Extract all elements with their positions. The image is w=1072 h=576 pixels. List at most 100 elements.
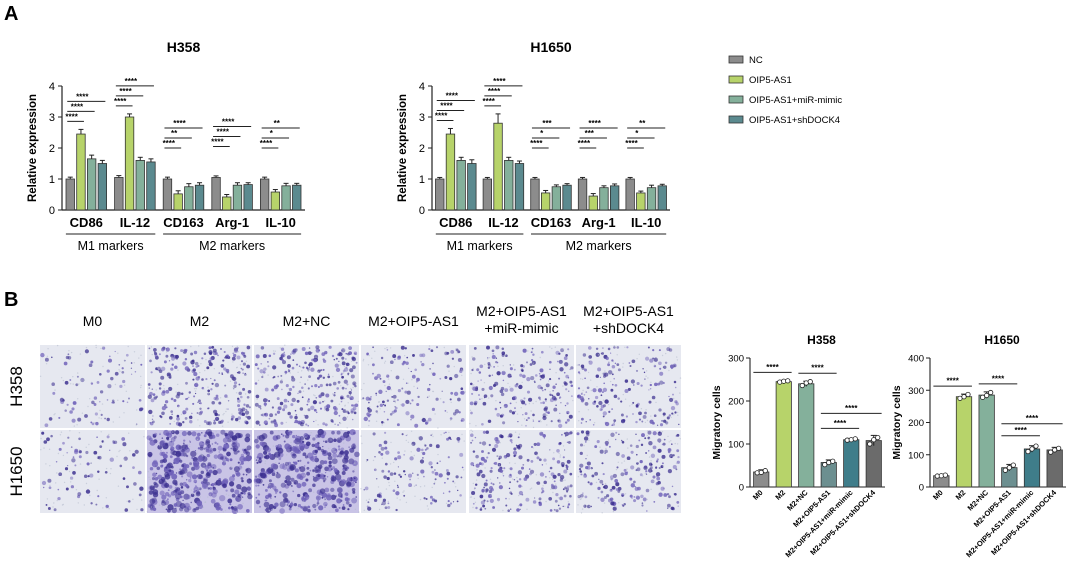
stained-cell [604, 449, 608, 454]
membrane-pore [342, 475, 345, 477]
membrane-pore [448, 431, 450, 434]
stained-cell [626, 471, 629, 474]
membrane-pore [539, 419, 542, 422]
stained-cell [317, 428, 324, 436]
stained-cell [633, 499, 637, 503]
stained-cell [198, 441, 205, 447]
stained-cell [600, 404, 605, 409]
stained-cell [325, 393, 330, 398]
significance-label: * [635, 129, 639, 138]
stained-cell [203, 447, 206, 450]
stained-cell [188, 415, 193, 420]
stained-cell [444, 351, 448, 356]
stained-cell [312, 483, 316, 488]
stained-cell [472, 386, 477, 391]
stained-cell [314, 508, 317, 511]
stained-cell [70, 485, 75, 489]
stained-cell [271, 472, 276, 477]
stained-cell [110, 376, 114, 381]
membrane-pore [514, 462, 516, 465]
stained-cell [69, 379, 72, 381]
stained-cell [475, 463, 480, 468]
stained-cell [508, 487, 511, 490]
stained-cell [195, 436, 201, 441]
stained-cell [232, 474, 236, 478]
stained-cell [272, 376, 274, 379]
stained-cell [167, 504, 174, 511]
membrane-pore [333, 437, 336, 439]
stained-cell [341, 479, 346, 484]
stained-cell [179, 469, 185, 475]
stained-cell [194, 449, 197, 452]
stained-cell [673, 380, 677, 384]
stained-cell [427, 387, 431, 392]
stained-cell [246, 478, 252, 484]
stained-cell [41, 431, 45, 435]
significance-label: **** [811, 364, 824, 373]
membrane-pore [412, 443, 414, 446]
stained-cell [339, 450, 345, 455]
stained-cell [213, 421, 217, 425]
stained-cell [191, 431, 197, 437]
stained-cell [310, 351, 313, 354]
membrane-pore [289, 372, 291, 374]
membrane-pore [390, 370, 392, 372]
stained-cell [631, 359, 636, 364]
membrane-pore [644, 421, 647, 424]
stained-cell [138, 470, 142, 475]
stained-cell [314, 443, 320, 449]
stained-cell [667, 450, 671, 454]
membrane-pore [239, 364, 242, 366]
stained-cell [40, 352, 45, 358]
significance-label: **** [1026, 414, 1039, 423]
stained-cell [618, 433, 620, 435]
membrane-pore [69, 430, 71, 432]
stained-cell [232, 352, 235, 355]
membrane-pore [471, 432, 473, 435]
membrane-pore [502, 473, 504, 475]
stained-cell [213, 419, 216, 422]
stained-cell [337, 488, 343, 494]
stained-cell [542, 433, 546, 438]
membrane-pore [126, 500, 128, 502]
membrane-pore [295, 510, 297, 512]
membrane-pore [190, 489, 192, 491]
stained-cell [186, 479, 188, 481]
stained-cell [530, 358, 534, 362]
stained-cell [362, 397, 365, 400]
stained-cell [492, 352, 495, 355]
membrane-pore [679, 377, 682, 379]
stained-cell [662, 366, 665, 368]
membrane-pore [432, 435, 434, 438]
membrane-pore [469, 422, 471, 425]
stained-cell [348, 391, 352, 395]
stained-cell [604, 421, 610, 427]
bar-cd86-nc [435, 178, 445, 211]
membrane-pore [194, 390, 197, 392]
membrane-pore [545, 500, 547, 503]
stained-cell [630, 379, 636, 384]
stained-cell [41, 480, 47, 486]
stained-cell [541, 487, 544, 491]
membrane-pore [504, 456, 506, 459]
stained-cell [236, 483, 242, 490]
membrane-pore [489, 478, 492, 480]
stained-cell [649, 419, 654, 424]
bar-cd163-nc [162, 178, 173, 211]
stained-cell [323, 460, 328, 465]
stained-cell [553, 485, 558, 490]
stained-cell [446, 437, 450, 441]
stained-cell [457, 440, 460, 443]
stained-cell [215, 433, 220, 437]
stained-cell [597, 388, 603, 393]
stained-cell [540, 350, 544, 354]
membrane-pore [516, 476, 518, 479]
stained-cell [494, 381, 499, 386]
stained-cell [677, 505, 679, 507]
stained-cell [525, 424, 527, 427]
y-tick-label: 400 [908, 354, 924, 365]
membrane-pore [402, 378, 405, 380]
stained-cell [643, 465, 648, 471]
stained-cell [315, 411, 318, 414]
stained-cell [324, 423, 328, 427]
